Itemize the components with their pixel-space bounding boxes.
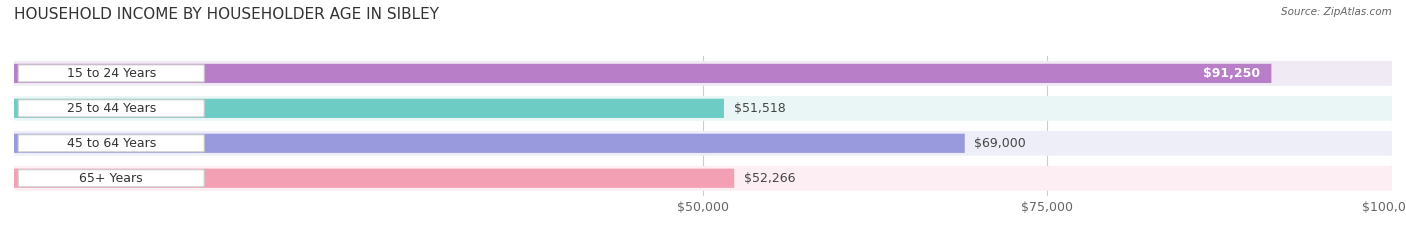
Text: Source: ZipAtlas.com: Source: ZipAtlas.com: [1281, 7, 1392, 17]
FancyBboxPatch shape: [14, 64, 1271, 83]
FancyBboxPatch shape: [14, 61, 1392, 86]
FancyBboxPatch shape: [14, 166, 1392, 191]
Text: 25 to 44 Years: 25 to 44 Years: [66, 102, 156, 115]
FancyBboxPatch shape: [14, 96, 1392, 121]
FancyBboxPatch shape: [14, 169, 734, 188]
Text: $51,518: $51,518: [734, 102, 786, 115]
FancyBboxPatch shape: [14, 131, 1392, 156]
FancyBboxPatch shape: [18, 65, 204, 82]
FancyBboxPatch shape: [18, 100, 204, 117]
Text: 45 to 64 Years: 45 to 64 Years: [66, 137, 156, 150]
Text: HOUSEHOLD INCOME BY HOUSEHOLDER AGE IN SIBLEY: HOUSEHOLD INCOME BY HOUSEHOLDER AGE IN S…: [14, 7, 439, 22]
FancyBboxPatch shape: [14, 134, 965, 153]
Text: $52,266: $52,266: [744, 172, 796, 185]
FancyBboxPatch shape: [18, 170, 204, 187]
Text: $69,000: $69,000: [974, 137, 1026, 150]
Text: 15 to 24 Years: 15 to 24 Years: [66, 67, 156, 80]
Text: $91,250: $91,250: [1204, 67, 1260, 80]
Text: 65+ Years: 65+ Years: [79, 172, 143, 185]
FancyBboxPatch shape: [14, 99, 724, 118]
FancyBboxPatch shape: [18, 135, 204, 152]
